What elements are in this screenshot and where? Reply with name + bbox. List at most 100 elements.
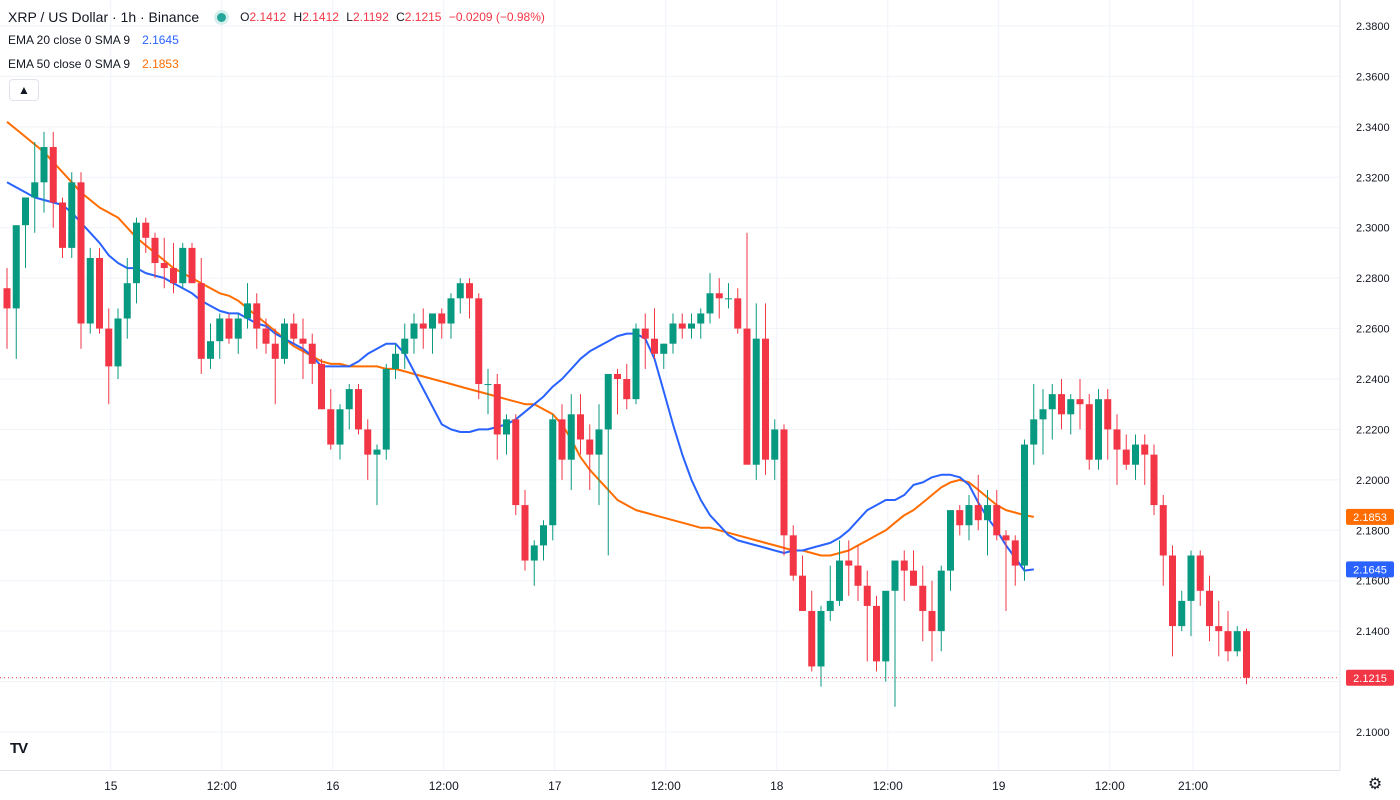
x-tick-label: 16	[326, 779, 340, 793]
candle-body	[484, 384, 492, 386]
candle-body	[318, 363, 325, 410]
candle-body	[743, 328, 751, 465]
change-value: −0.0209 (−0.98%)	[448, 10, 545, 24]
tradingview-logo[interactable]: TV	[10, 740, 28, 757]
y-tick-label: 2.1800	[1356, 525, 1390, 537]
candle-body	[974, 505, 982, 521]
candle-body	[151, 237, 159, 264]
y-tick-label: 2.3200	[1356, 172, 1390, 184]
candle-body	[678, 323, 686, 329]
x-tick-label: 12:00	[207, 779, 237, 793]
price-label: 2.1215	[1353, 673, 1387, 685]
y-tick-label: 2.1400	[1356, 626, 1390, 638]
ema50-line	[6, 121, 1034, 557]
candle-body	[752, 338, 760, 465]
candle-body	[854, 565, 862, 586]
candle-body	[734, 298, 742, 329]
ema20-value: 2.1645	[142, 33, 179, 47]
y-tick-label: 2.2200	[1356, 424, 1390, 436]
x-tick-label: 12:00	[429, 779, 459, 793]
candle-body	[1021, 444, 1028, 566]
candle-body	[577, 414, 584, 440]
candle-body	[1224, 631, 1232, 652]
x-tick-label: 12:00	[873, 779, 903, 793]
candle-body	[59, 202, 66, 248]
candle-body	[965, 505, 973, 526]
candle-body	[1243, 631, 1250, 678]
candle-body	[1058, 394, 1065, 415]
candle-body	[216, 318, 224, 342]
candle-body	[1215, 626, 1223, 632]
candle-body	[530, 545, 538, 561]
candle-body	[549, 419, 557, 526]
open-value: 2.1412	[249, 10, 287, 24]
candle-body	[984, 505, 991, 521]
high-value: 2.1412	[302, 10, 339, 24]
candle-body	[234, 318, 242, 339]
candle-body	[900, 560, 908, 571]
price-label-box	[1346, 669, 1394, 686]
settings-icon[interactable]: ⚙	[1367, 776, 1383, 793]
ema50-label: EMA 50 close 0 SMA 9	[8, 57, 131, 71]
candle-body	[114, 318, 122, 367]
candle-body	[1132, 444, 1139, 465]
candle-body	[96, 257, 103, 329]
candle-body	[651, 338, 658, 354]
low-label: L	[346, 10, 353, 24]
ohlc-header: XRP / US Dollar · 1h · Binance O2.1412 H…	[8, 6, 549, 28]
candle-body	[410, 323, 418, 339]
candle-body	[503, 419, 510, 435]
candle-body	[373, 449, 381, 455]
indicator-ema20[interactable]: EMA 20 close 0 SMA 9 2.1645	[8, 28, 549, 52]
candle-body	[1233, 631, 1241, 652]
candle-body	[595, 429, 603, 455]
candle-body	[1178, 600, 1186, 627]
candle-body	[207, 341, 214, 359]
candle-body	[336, 409, 344, 445]
candle-body	[123, 283, 131, 319]
candle-body	[1122, 449, 1130, 465]
candle-body	[604, 373, 612, 430]
candle-body	[160, 263, 168, 269]
candle-body	[623, 379, 631, 400]
candle-body	[1187, 555, 1195, 601]
ema20-line	[6, 181, 1034, 572]
candle-body	[429, 313, 436, 329]
candle-layer	[3, 131, 1250, 707]
candle-body	[345, 389, 353, 410]
candle-body	[1011, 540, 1019, 566]
candle-body	[1141, 444, 1149, 455]
x-tick-label: 15	[104, 779, 118, 793]
candle-body	[197, 283, 205, 359]
candle-body	[725, 298, 732, 300]
symbol-title[interactable]: XRP / US Dollar · 1h · Binance	[8, 9, 200, 25]
candle-body	[1150, 454, 1158, 506]
price-label-box	[1346, 508, 1394, 525]
candle-body	[1085, 404, 1093, 460]
y-tick-label: 2.2600	[1356, 324, 1390, 336]
ema20-label: EMA 20 close 0 SMA 9	[8, 33, 131, 47]
candle-body	[466, 283, 473, 299]
candle-body	[1039, 409, 1047, 420]
candle-body	[937, 570, 945, 632]
candle-body	[225, 318, 233, 339]
candle-body	[364, 429, 372, 455]
candle-body	[558, 419, 566, 460]
indicator-ema50[interactable]: EMA 50 close 0 SMA 9 2.1853	[8, 52, 549, 76]
candle-body	[614, 373, 621, 379]
candle-body	[327, 409, 335, 445]
candle-body	[105, 328, 113, 367]
candle-body	[688, 323, 695, 329]
collapse-legend-button[interactable]: ▲	[9, 79, 39, 101]
candle-body	[641, 328, 649, 339]
candle-body	[22, 197, 29, 226]
candle-body	[1030, 419, 1038, 445]
x-tick-label: 17	[548, 779, 562, 793]
candle-body	[244, 303, 251, 319]
candle-body	[77, 182, 85, 324]
y-tick-label: 2.3400	[1356, 122, 1390, 134]
ema50-layer	[6, 121, 1034, 557]
candle-body	[882, 590, 890, 662]
